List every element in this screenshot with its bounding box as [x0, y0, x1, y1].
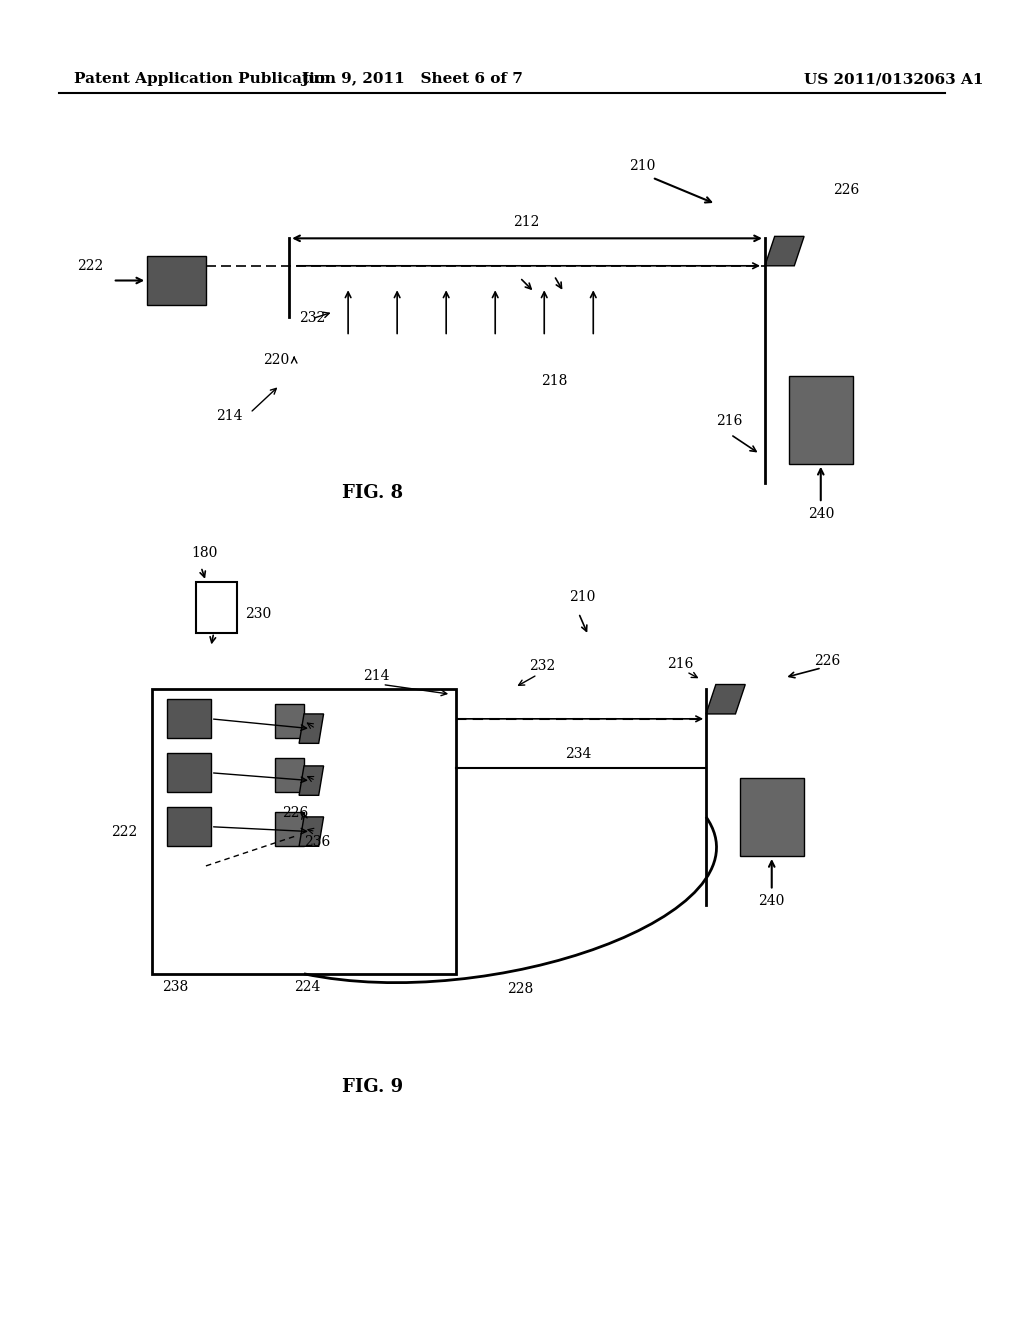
Polygon shape	[706, 685, 745, 714]
Text: 222: 222	[111, 825, 137, 838]
Text: 216: 216	[716, 413, 742, 428]
Text: 214: 214	[216, 409, 243, 422]
Text: 228: 228	[507, 982, 532, 997]
Bar	[167, 807, 211, 846]
Text: 232: 232	[529, 659, 556, 673]
Bar	[790, 376, 853, 463]
Text: 180: 180	[191, 546, 217, 560]
Bar	[167, 754, 211, 792]
Text: 212: 212	[513, 215, 540, 228]
Text: 230: 230	[245, 607, 271, 620]
Text: Patent Application Publication: Patent Application Publication	[74, 73, 336, 87]
Text: 218: 218	[541, 375, 567, 388]
Bar	[274, 812, 304, 846]
Text: 234: 234	[565, 747, 592, 762]
Text: 232: 232	[299, 310, 326, 325]
Text: FIG. 8: FIG. 8	[342, 484, 403, 503]
Bar	[152, 689, 456, 974]
Text: 216: 216	[667, 657, 693, 671]
Bar	[167, 700, 211, 738]
Text: 214: 214	[362, 669, 389, 682]
Text: 236: 236	[304, 836, 330, 849]
Text: 240: 240	[808, 507, 834, 521]
Text: 210: 210	[629, 158, 655, 173]
Polygon shape	[299, 817, 324, 846]
Bar	[197, 582, 238, 632]
Text: 222: 222	[77, 259, 103, 273]
Text: 226: 226	[834, 183, 860, 197]
Bar	[274, 704, 304, 738]
Text: Jun. 9, 2011   Sheet 6 of 7: Jun. 9, 2011 Sheet 6 of 7	[301, 73, 523, 87]
Text: 224: 224	[294, 981, 321, 994]
Text: 220: 220	[263, 352, 289, 367]
Polygon shape	[299, 714, 324, 743]
Text: 226: 226	[814, 653, 840, 668]
Text: US 2011/0132063 A1: US 2011/0132063 A1	[804, 73, 984, 87]
Bar	[274, 758, 304, 792]
Polygon shape	[765, 236, 804, 265]
Text: 238: 238	[162, 981, 188, 994]
Polygon shape	[299, 766, 324, 796]
Text: 226: 226	[283, 807, 308, 820]
Bar	[740, 777, 804, 857]
Text: 240: 240	[759, 894, 785, 908]
Bar	[147, 256, 206, 305]
Text: 210: 210	[568, 590, 595, 605]
Text: FIG. 9: FIG. 9	[342, 1077, 403, 1096]
